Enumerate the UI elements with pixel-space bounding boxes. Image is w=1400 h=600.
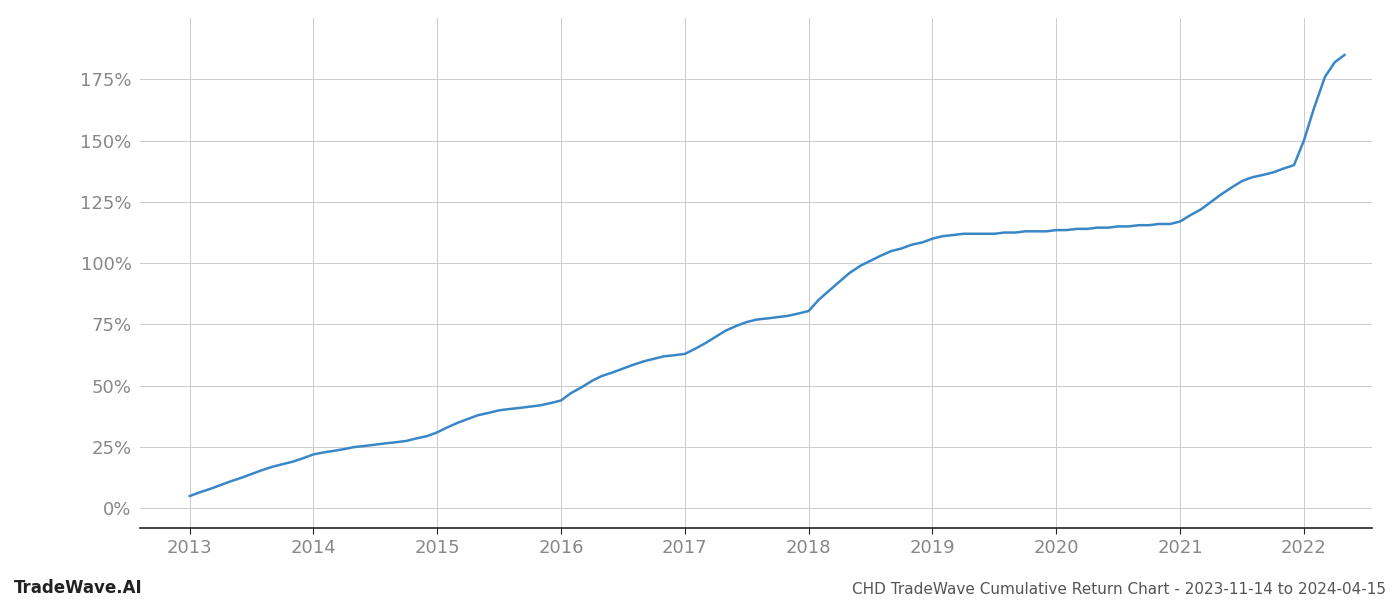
Text: CHD TradeWave Cumulative Return Chart - 2023-11-14 to 2024-04-15: CHD TradeWave Cumulative Return Chart - … [853,582,1386,597]
Text: TradeWave.AI: TradeWave.AI [14,579,143,597]
